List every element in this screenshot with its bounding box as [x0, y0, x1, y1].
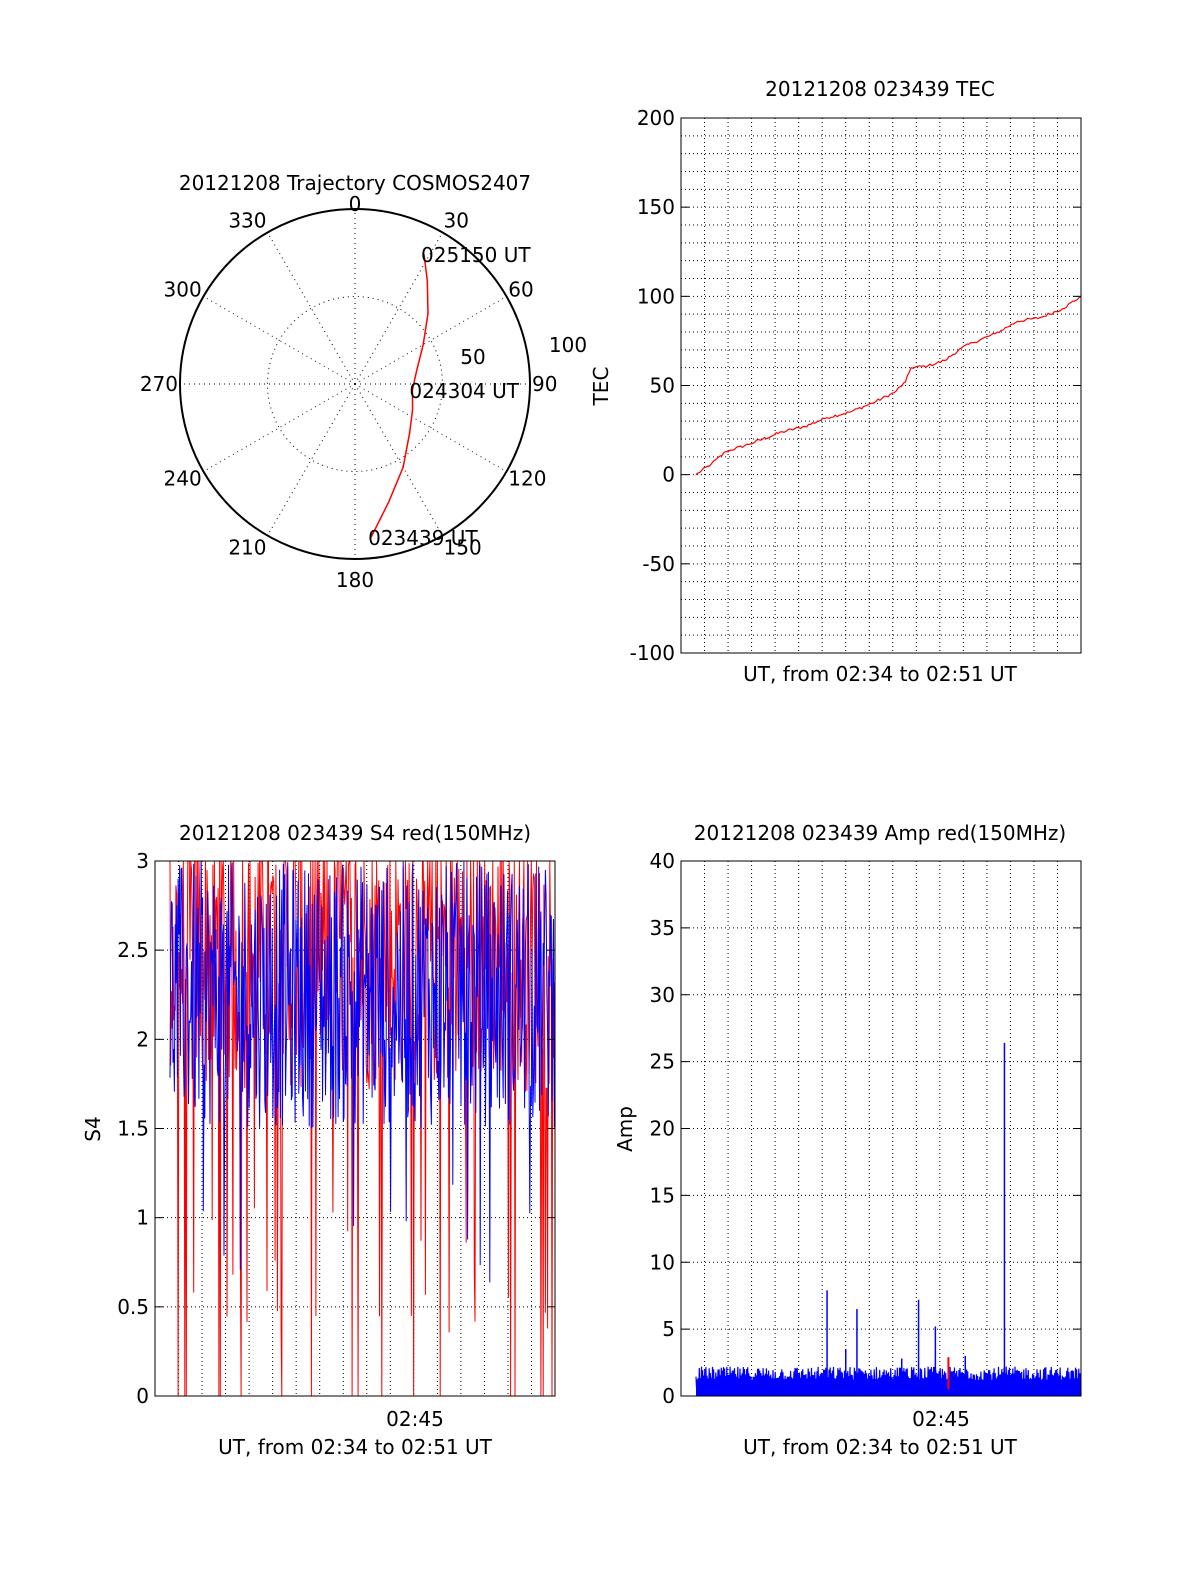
polar-angle-label: 300 [164, 278, 202, 302]
y-tick-label: 0 [136, 1384, 149, 1408]
s4-xlabel: UT, from 02:34 to 02:51 UT [218, 1435, 493, 1459]
polar-angle-label: 30 [444, 208, 469, 232]
tec-grid [681, 118, 1081, 653]
y-tick-label: 1 [136, 1206, 149, 1230]
y-tick-label: 3 [136, 849, 149, 873]
x-tick-label: 02:45 [386, 1407, 444, 1431]
s4-xticks: 02:45 [386, 1407, 444, 1431]
polar-spoke [267, 232, 356, 385]
polar-panel: 20121208 Trajectory COSMOS2407 0 30 60 90 12… [140, 171, 587, 592]
y-tick-label: 5 [662, 1317, 675, 1341]
polar-angle-label: 330 [228, 208, 266, 232]
tec-xlabel: UT, from 02:34 to 02:51 UT [743, 662, 1018, 686]
polar-angle-label: 60 [508, 278, 533, 302]
polar-angle-label: 0 [349, 192, 362, 216]
polar-spoke [203, 383, 356, 472]
y-tick-label: -50 [642, 552, 675, 576]
y-tick-label: 20 [650, 1117, 675, 1141]
s4-blue-line [169, 861, 555, 1283]
amp-panel: 20121208 023439 Amp red(150MHz) 0 5 10 15 20… [613, 821, 1082, 1459]
polar-trajectory [370, 254, 429, 538]
polar-trajectory-line [370, 254, 429, 538]
polar-radial-labels: 50 100 [460, 333, 587, 369]
polar-spoke [354, 232, 443, 385]
x-tick-label: 02:45 [912, 1407, 970, 1431]
y-tick-label: -100 [630, 641, 675, 665]
polar-time-annotation: 025150 UT [421, 243, 531, 267]
y-tick-label: 2 [136, 1027, 149, 1051]
y-tick-label: 35 [650, 916, 675, 940]
y-tick-label: 25 [650, 1050, 675, 1074]
polar-time-annotation: 024304 UT [409, 379, 519, 403]
tec-ylabel: TEC [589, 367, 613, 407]
y-tick-label: 200 [637, 106, 675, 130]
s4-panel: 20121208 023439 S4 red(150MHz) 0 0.5 1 1.5 2… [81, 821, 556, 1459]
polar-time-annotation: 023439 UT [368, 526, 478, 550]
amp-grid [681, 861, 1081, 1396]
amp-ylabel: Amp [613, 1106, 637, 1152]
polar-angle-labels: 0 30 60 90 120 150 180 210 240 270 300 330 [140, 192, 558, 592]
polar-grid [179, 208, 531, 560]
amp-xlabel: UT, from 02:34 to 02:51 UT [743, 1435, 1018, 1459]
s4-ylabel: S4 [81, 1116, 105, 1141]
amp-title: 20121208 023439 Amp red(150MHz) [694, 821, 1066, 845]
amp-xticks: 02:45 [912, 1407, 970, 1431]
tec-series [695, 295, 1082, 476]
polar-radial-label: 50 [460, 345, 485, 369]
tec-yticks: -100 -50 0 50 100 150 200 [630, 106, 1081, 665]
tec-line [695, 295, 1082, 476]
amp-blue-noise [695, 1366, 1082, 1394]
y-tick-label: 10 [650, 1250, 675, 1274]
polar-angle-label: 90 [532, 372, 557, 396]
polar-title: 20121208 Trajectory COSMOS2407 [179, 171, 531, 195]
s4-red-line [169, 860, 555, 1397]
polar-spoke [203, 296, 356, 385]
polar-angle-label: 150 [444, 536, 482, 560]
s4-yticks: 0 0.5 1 1.5 2 2.5 3 [117, 849, 555, 1408]
polar-spoke [267, 383, 356, 536]
polar-outer-circle [179, 208, 531, 560]
y-tick-label: 150 [637, 195, 675, 219]
y-tick-label: 0.5 [117, 1295, 149, 1319]
polar-spoke [354, 383, 443, 536]
y-tick-label: 15 [650, 1183, 675, 1207]
polar-spoke [354, 383, 507, 472]
polar-angle-label: 240 [164, 467, 202, 491]
y-tick-label: 100 [637, 284, 675, 308]
y-tick-label: 0 [662, 463, 675, 487]
amp-blue-floor [696, 1382, 1081, 1396]
amp-series [695, 1042, 1082, 1396]
polar-angle-label: 120 [508, 467, 546, 491]
y-tick-label: 0 [662, 1384, 675, 1408]
polar-angle-label: 270 [140, 372, 178, 396]
tec-title: 20121208 023439 TEC [765, 77, 995, 101]
polar-radial-label: 100 [549, 333, 587, 357]
s4-series [169, 860, 555, 1397]
polar-angle-label: 180 [336, 568, 374, 592]
y-tick-label: 1.5 [117, 1117, 149, 1141]
y-tick-label: 30 [650, 983, 675, 1007]
y-tick-label: 40 [650, 849, 675, 873]
tec-panel: 20121208 023439 TEC -100-50050100150200 … [589, 77, 1082, 686]
polar-annotations: 025150 UT 024304 UT 023439 UT [368, 243, 531, 550]
polar-inner-circle [267, 296, 443, 472]
s4-title: 20121208 023439 S4 red(150MHz) [179, 821, 531, 845]
polar-angle-label: 210 [228, 536, 266, 560]
y-tick-label: 50 [650, 374, 675, 398]
y-tick-label: 2.5 [117, 938, 149, 962]
amp-yticks: 0 5 10 15 20 25 30 35 40 [650, 849, 1081, 1408]
polar-spoke [354, 296, 507, 385]
